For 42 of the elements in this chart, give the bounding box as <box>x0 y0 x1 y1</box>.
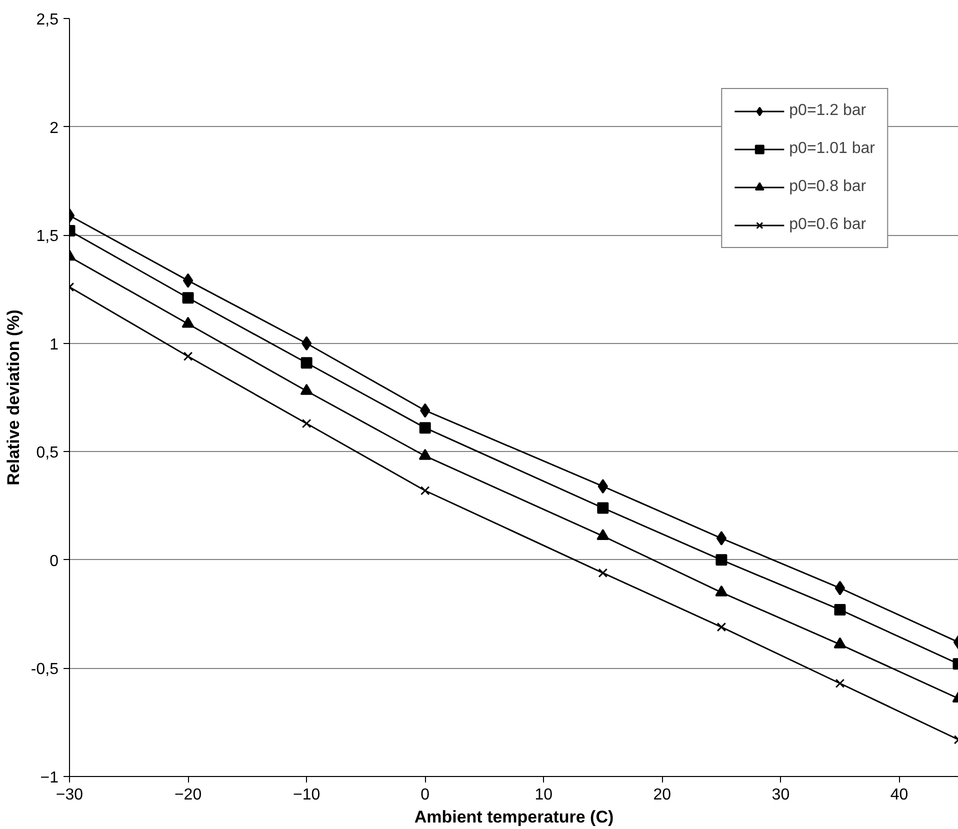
y-axis-title: Relative deviation (%) <box>4 310 23 486</box>
point <box>183 352 193 361</box>
point <box>300 357 312 369</box>
point <box>598 568 608 578</box>
x-tick-label: 30 <box>772 786 790 804</box>
point <box>182 316 194 328</box>
point <box>420 486 430 496</box>
y-tick-label: 0,5 <box>36 444 59 462</box>
legend-label: p0=1.01 bar <box>789 140 875 158</box>
y-tick-label: 0 <box>50 552 59 570</box>
y-tick-label: -0,5 <box>30 661 59 678</box>
x-tick-label: 40 <box>890 786 908 804</box>
point <box>716 622 726 632</box>
y-tick-label: 1,5 <box>36 228 59 246</box>
point <box>834 580 846 596</box>
y-tick-label: 1 <box>50 336 59 354</box>
x-tick-label: 10 <box>534 786 553 804</box>
point <box>420 403 430 418</box>
x-tick-label: 0 <box>420 786 430 804</box>
point <box>716 531 727 546</box>
point <box>301 336 312 351</box>
point <box>835 678 845 688</box>
x-axis-title: Ambient temperature (C) <box>414 808 614 826</box>
point <box>598 479 608 494</box>
legend-label: p0=0.6 bar <box>789 216 866 234</box>
point <box>302 418 312 428</box>
legend-label: p0=0.8 bar <box>789 178 866 196</box>
point <box>716 554 728 566</box>
point <box>182 273 194 288</box>
point <box>834 604 846 616</box>
point <box>596 529 610 540</box>
y-tick-label: 2 <box>50 120 59 137</box>
x-tick-label: 20 <box>653 786 672 804</box>
x-tick-label: −10 <box>292 786 320 804</box>
y-tick-label: 2,5 <box>36 12 59 28</box>
x-tick-label: −20 <box>174 786 202 804</box>
point <box>597 502 609 514</box>
legend-label: p0=1.2 bar <box>789 102 866 120</box>
point <box>419 422 431 434</box>
x-tick-label: −30 <box>56 786 84 804</box>
y-tick-label: −1 <box>40 770 59 786</box>
point <box>182 292 194 304</box>
